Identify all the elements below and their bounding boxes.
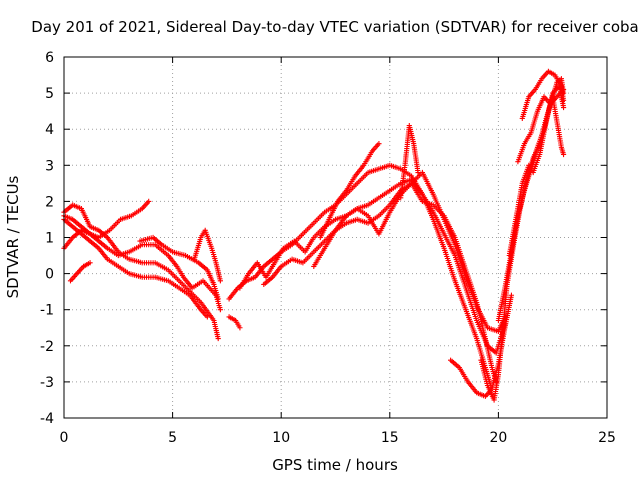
data-point bbox=[560, 104, 567, 111]
series-13 bbox=[398, 123, 421, 201]
x-tick-label: 20 bbox=[489, 430, 507, 446]
y-tick-label: 3 bbox=[45, 158, 54, 174]
y-tick-label: -3 bbox=[40, 375, 54, 391]
data-point bbox=[146, 198, 152, 204]
x-tick-label: 10 bbox=[272, 430, 290, 446]
series-9 bbox=[237, 177, 495, 392]
plot-area bbox=[61, 68, 567, 403]
series-2 bbox=[61, 216, 210, 320]
y-tick-label: 5 bbox=[45, 86, 54, 102]
y-tick-label: 1 bbox=[45, 231, 54, 247]
data-point bbox=[87, 260, 93, 266]
x-axis-label: GPS time / hours bbox=[272, 456, 398, 474]
y-axis-label: SDTVAR / TECUs bbox=[4, 175, 22, 298]
x-tick-label: 15 bbox=[381, 430, 399, 446]
plot-frame bbox=[63, 56, 608, 419]
chart-title: Day 201 of 2021, Sidereal Day-to-day VTE… bbox=[31, 18, 638, 36]
y-tick-label: -4 bbox=[40, 411, 54, 427]
series-7 bbox=[226, 314, 243, 331]
data-point bbox=[215, 335, 221, 342]
series-18 bbox=[519, 68, 567, 121]
data-point bbox=[215, 296, 221, 302]
series-17 bbox=[506, 83, 567, 259]
data-point bbox=[508, 292, 515, 298]
series-15 bbox=[478, 94, 567, 403]
y-tick-label: 6 bbox=[45, 50, 54, 66]
series-4 bbox=[67, 260, 93, 284]
data-point bbox=[560, 97, 567, 103]
data-point bbox=[560, 86, 567, 93]
series-3 bbox=[61, 198, 152, 251]
series-1 bbox=[61, 213, 223, 313]
data-point bbox=[376, 141, 382, 147]
data-point bbox=[560, 151, 567, 158]
series-11 bbox=[311, 180, 499, 385]
series-6 bbox=[191, 227, 223, 284]
ticks: 0 5 10 15 20 25 -4 -3 -2 -1 0 1 2 3 4 5 6 bbox=[40, 50, 616, 446]
y-tick-label: 4 bbox=[45, 122, 54, 138]
series-12 bbox=[317, 141, 382, 241]
series-19 bbox=[515, 86, 567, 165]
x-tick-label: 5 bbox=[168, 430, 177, 446]
series-5 bbox=[137, 234, 221, 302]
y-tick-label: -1 bbox=[40, 303, 54, 319]
y-tick-label: 0 bbox=[45, 267, 54, 283]
data-point bbox=[237, 325, 243, 331]
y-tick-label: 2 bbox=[45, 194, 54, 210]
data-point bbox=[415, 169, 421, 176]
data-point bbox=[204, 314, 210, 320]
x-tick-label: 0 bbox=[60, 430, 69, 446]
series-0 bbox=[61, 202, 221, 342]
x-tick-label: 25 bbox=[598, 430, 616, 446]
series-8 bbox=[226, 162, 508, 356]
data-point bbox=[217, 278, 223, 284]
data-point bbox=[217, 307, 223, 313]
y-tick-label: -2 bbox=[40, 339, 54, 355]
